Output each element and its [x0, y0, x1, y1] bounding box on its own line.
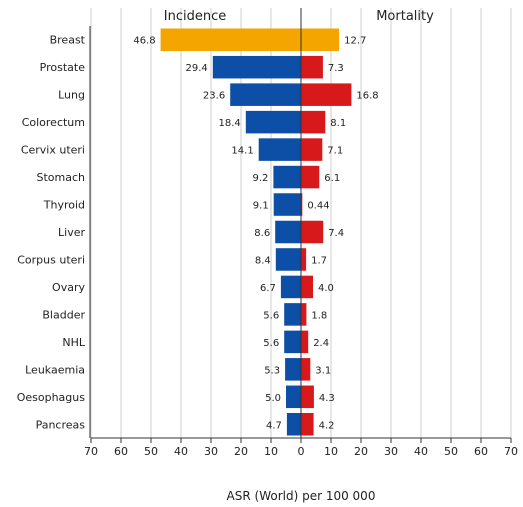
incidence-value-label: 9.2 [252, 173, 268, 184]
mortality-bar [301, 55, 323, 79]
incidence-value-label: 29.4 [186, 63, 208, 74]
incidence-value-label: 46.8 [133, 36, 155, 47]
labels: 46.8 12.7 Breast 29.4 7.3 Prostate 23.6 16.8 Lun… [17, 34, 379, 432]
incidence-bar [160, 28, 301, 51]
category-label: Colorectum [22, 116, 85, 129]
incidence-bar [245, 110, 301, 134]
category-label: Bladder [42, 308, 85, 321]
x-tick-label: 20 [354, 445, 368, 458]
mortality-value-label: 12.7 [344, 36, 366, 47]
gridlines [90, 8, 512, 438]
incidence-value-label: 5.6 [263, 338, 279, 349]
mortality-panel-title: Mortality [376, 9, 434, 24]
x-tick-label: 20 [234, 445, 248, 458]
incidence-value-label: 23.6 [203, 91, 225, 102]
category-label: Ovary [52, 281, 85, 294]
mortality-value-label: 1.8 [311, 310, 327, 321]
category-label: Leukaemia [25, 363, 85, 376]
incidence-value-label: 6.7 [260, 283, 276, 294]
mortality-bar [301, 110, 326, 134]
mortality-value-label: 8.1 [330, 118, 346, 129]
mortality-bar [301, 138, 323, 161]
mortality-value-label: 3.1 [315, 365, 331, 376]
incidence-value-label: 14.1 [231, 146, 253, 157]
incidence-bar [273, 193, 301, 216]
incidence-value-label: 4.7 [266, 420, 282, 431]
incidence-panel-title: Incidence [164, 9, 226, 24]
mortality-value-label: 1.7 [311, 255, 327, 266]
mortality-bar [301, 220, 324, 244]
category-label: Stomach [36, 171, 85, 184]
incidence-bar [273, 165, 301, 189]
axes: 70 60 50 40 30 20 10 0 10 20 30 40 50 60 70 [84, 8, 518, 458]
x-tick-label: 40 [174, 445, 188, 458]
x-tick-label: 60 [114, 445, 128, 458]
mortality-value-label: 7.3 [328, 63, 344, 74]
incidence-value-label: 9.1 [253, 201, 269, 212]
category-label: Corpus uteri [17, 253, 85, 266]
mortality-bar [301, 193, 303, 216]
x-tick-label: 30 [204, 445, 218, 458]
mortality-bar [301, 330, 309, 354]
mortality-value-label: 0.44 [307, 201, 329, 212]
incidence-bar [258, 138, 301, 161]
x-tick-label: 70 [84, 445, 98, 458]
category-label: Breast [50, 34, 86, 47]
x-tick-label: 10 [264, 445, 278, 458]
incidence-value-label: 8.6 [254, 228, 270, 239]
category-label: Lung [58, 89, 85, 102]
incidence-bar [212, 55, 301, 79]
mortality-bar [301, 165, 320, 189]
x-tick-label: 70 [504, 445, 518, 458]
x-tick-label: 10 [324, 445, 338, 458]
category-label: Oesophagus [17, 391, 86, 404]
incidence-value-label: 5.6 [263, 310, 279, 321]
incidence-value-label: 5.3 [264, 365, 280, 376]
mortality-value-label: 6.1 [324, 173, 340, 184]
x-tick-label: 50 [144, 445, 158, 458]
bars [160, 28, 352, 436]
mortality-value-label: 7.4 [328, 228, 344, 239]
x-tick-label: 0 [298, 445, 305, 458]
x-tick-label: 50 [444, 445, 458, 458]
incidence-bar [285, 358, 301, 381]
mortality-bar [301, 28, 340, 51]
incidence-bar [275, 248, 301, 271]
mortality-value-label: 4.2 [319, 420, 335, 431]
mortality-value-label: 2.4 [313, 338, 329, 349]
incidence-value-label: 8.4 [255, 255, 271, 266]
mortality-bar [301, 83, 352, 106]
incidence-value-label: 18.4 [219, 118, 241, 129]
incidence-bar [284, 330, 301, 354]
mortality-value-label: 7.1 [327, 146, 343, 157]
incidence-bar [230, 83, 301, 106]
mortality-value-label: 16.8 [356, 91, 378, 102]
category-label: Pancreas [36, 418, 86, 431]
category-label: NHL [62, 336, 86, 349]
x-axis-label: ASR (World) per 100 000 [227, 489, 376, 503]
category-label: Liver [58, 226, 85, 239]
category-label: Cervix uteri [21, 144, 85, 157]
incidence-bar [280, 275, 301, 299]
x-tick-label: 40 [414, 445, 428, 458]
incidence-bar [284, 303, 301, 326]
mortality-bar [301, 358, 311, 381]
mortality-bar [301, 385, 314, 409]
mortality-value-label: 4.0 [318, 283, 334, 294]
mortality-bar [301, 413, 314, 436]
incidence-bar [286, 385, 301, 409]
mortality-bar [301, 248, 307, 271]
x-tick-label: 30 [384, 445, 398, 458]
incidence-bar [286, 413, 301, 436]
mortality-value-label: 4.3 [319, 393, 335, 404]
x-tick-label: 60 [474, 445, 488, 458]
category-label: Prostate [40, 61, 86, 74]
incidence-value-label: 5.0 [265, 393, 281, 404]
incidence-bar [275, 220, 301, 244]
category-label: Thyroid [43, 199, 85, 212]
mortality-bar [301, 275, 313, 299]
mortality-bar [301, 303, 307, 326]
